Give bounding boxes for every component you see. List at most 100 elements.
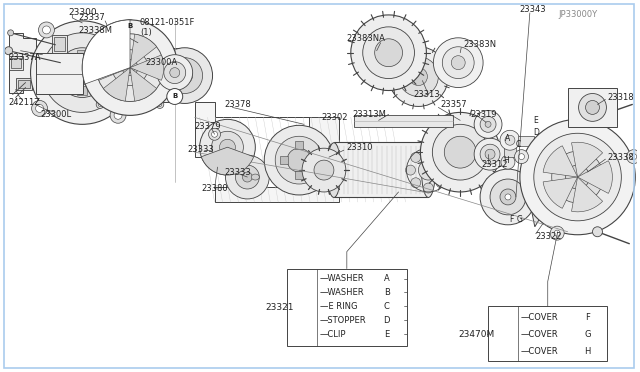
Circle shape <box>128 102 132 106</box>
Text: 23379: 23379 <box>195 122 221 131</box>
Circle shape <box>419 160 438 180</box>
Bar <box>54 37 65 51</box>
Circle shape <box>520 119 636 235</box>
Bar <box>310 156 318 164</box>
Circle shape <box>550 226 564 240</box>
Text: 23338: 23338 <box>607 153 634 162</box>
Bar <box>287 269 406 346</box>
Circle shape <box>485 121 491 127</box>
Circle shape <box>42 33 122 112</box>
Circle shape <box>586 100 600 114</box>
Circle shape <box>243 172 252 182</box>
Circle shape <box>552 151 604 203</box>
Bar <box>488 307 607 361</box>
Circle shape <box>535 192 551 208</box>
Circle shape <box>444 136 476 168</box>
Circle shape <box>275 136 323 184</box>
Text: —CLIP: —CLIP <box>320 330 346 339</box>
Bar <box>15 78 31 90</box>
Circle shape <box>630 154 637 160</box>
Bar <box>122 48 187 102</box>
Circle shape <box>500 130 520 150</box>
Circle shape <box>98 102 102 106</box>
Text: 23337: 23337 <box>78 13 105 22</box>
Wedge shape <box>543 177 577 208</box>
Circle shape <box>167 89 182 105</box>
Circle shape <box>424 183 433 193</box>
Circle shape <box>236 165 259 189</box>
Text: 23383NA: 23383NA <box>347 34 386 43</box>
Circle shape <box>124 20 136 32</box>
Text: D: D <box>533 128 539 137</box>
Text: —COVER: —COVER <box>521 347 559 356</box>
Circle shape <box>31 100 47 116</box>
Text: JP33000Y: JP33000Y <box>558 10 598 19</box>
Circle shape <box>500 189 516 205</box>
Bar <box>354 115 453 127</box>
Circle shape <box>70 61 94 84</box>
Text: (1): (1) <box>140 28 152 37</box>
Text: D: D <box>383 316 390 325</box>
Text: 23333: 23333 <box>188 145 214 154</box>
Bar <box>280 156 288 164</box>
Bar <box>11 58 20 68</box>
Circle shape <box>411 153 420 163</box>
Circle shape <box>209 128 221 140</box>
Circle shape <box>411 178 420 188</box>
Text: C: C <box>383 302 390 311</box>
Circle shape <box>505 194 511 200</box>
Circle shape <box>42 26 51 34</box>
Text: 23343: 23343 <box>520 6 547 15</box>
Circle shape <box>157 48 212 103</box>
Circle shape <box>58 48 107 97</box>
Text: F: F <box>585 313 590 322</box>
Circle shape <box>480 144 500 164</box>
Text: 23321: 23321 <box>265 303 294 312</box>
Polygon shape <box>9 33 35 93</box>
Bar <box>95 68 105 78</box>
Circle shape <box>571 110 584 124</box>
Circle shape <box>424 147 433 157</box>
Wedge shape <box>130 68 157 101</box>
Text: H: H <box>503 155 509 165</box>
Wedge shape <box>543 146 577 177</box>
Circle shape <box>374 39 403 67</box>
Text: —WASHER: —WASHER <box>320 274 365 283</box>
Text: G: G <box>584 330 591 339</box>
Circle shape <box>4 47 13 55</box>
Circle shape <box>156 37 164 45</box>
Ellipse shape <box>327 143 341 198</box>
Text: 23470M: 23470M <box>458 330 495 339</box>
Circle shape <box>177 68 193 84</box>
Bar <box>568 87 618 127</box>
Circle shape <box>31 21 134 124</box>
Text: H: H <box>584 347 591 356</box>
Text: 23333: 23333 <box>225 167 252 177</box>
Text: —WASHER: —WASHER <box>320 288 365 297</box>
Text: 24211Z: 24211Z <box>9 98 41 107</box>
Text: G: G <box>517 215 523 224</box>
Circle shape <box>474 138 506 170</box>
Wedge shape <box>96 55 130 80</box>
Text: —COVER: —COVER <box>521 330 559 339</box>
Circle shape <box>314 160 334 180</box>
Wedge shape <box>130 55 164 80</box>
Circle shape <box>406 165 415 175</box>
Wedge shape <box>103 68 130 101</box>
Wedge shape <box>577 161 612 193</box>
Circle shape <box>351 15 426 90</box>
Circle shape <box>225 155 269 199</box>
Circle shape <box>126 100 134 108</box>
Text: B: B <box>127 23 132 29</box>
Circle shape <box>117 29 133 45</box>
Circle shape <box>287 148 311 172</box>
Bar <box>334 142 428 197</box>
Circle shape <box>480 169 536 225</box>
Bar <box>77 50 87 60</box>
Text: 23378: 23378 <box>225 100 252 109</box>
Circle shape <box>480 116 496 132</box>
Text: 23338M: 23338M <box>78 26 112 35</box>
Circle shape <box>264 125 334 195</box>
Circle shape <box>167 58 203 93</box>
Circle shape <box>200 119 255 175</box>
